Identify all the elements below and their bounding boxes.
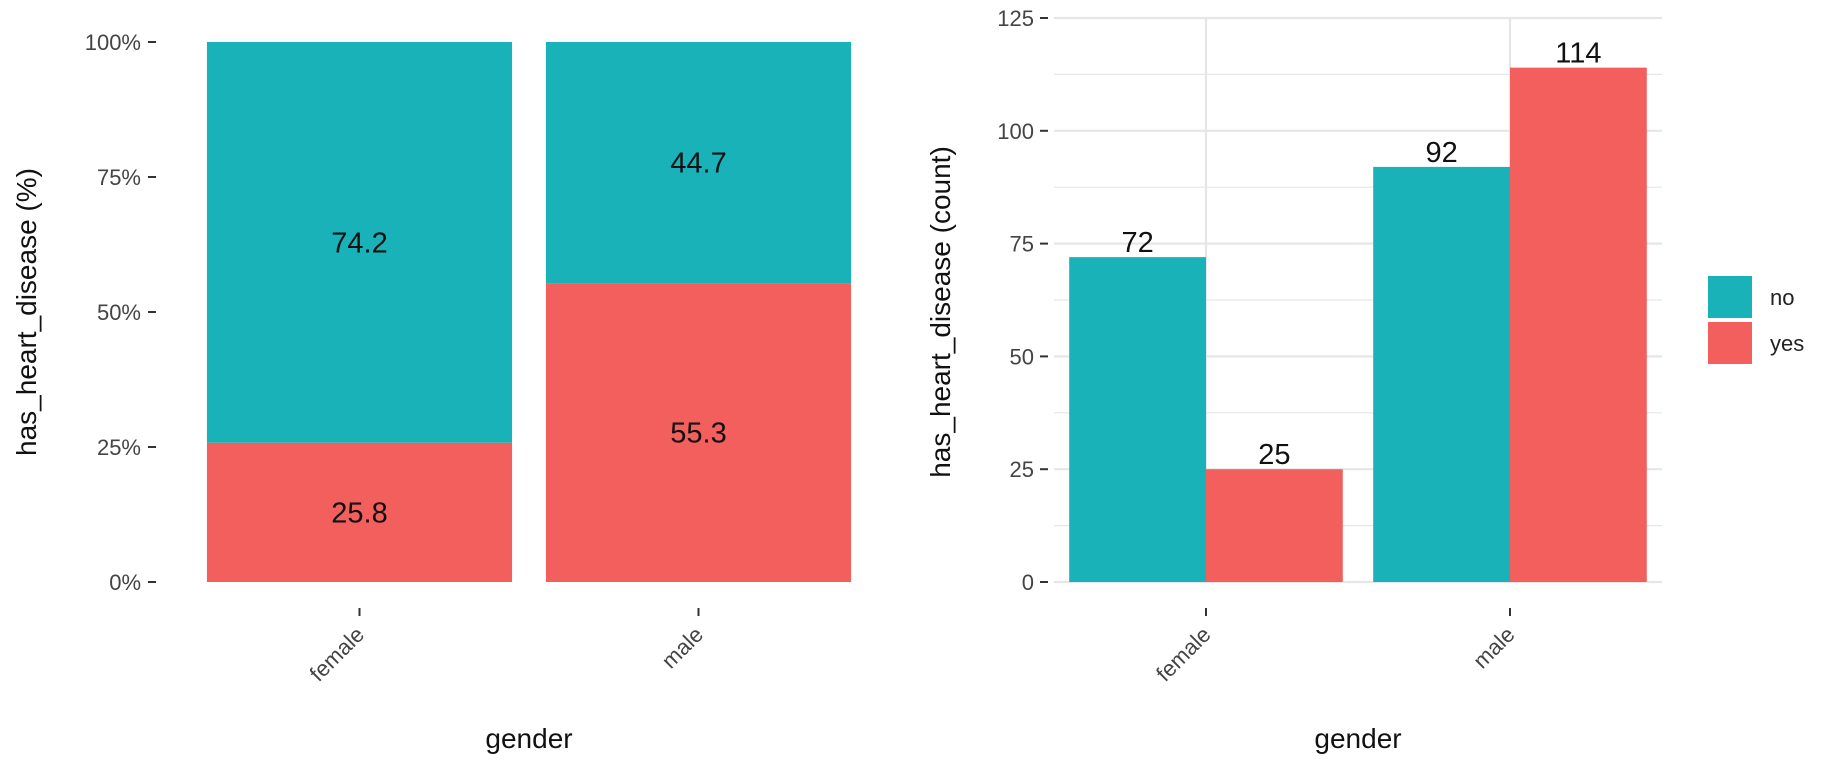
y-tick-label: 50 [1010,344,1034,369]
data-label-no: 44.7 [670,148,726,180]
legend: no yes [1708,276,1804,364]
y-tick-label: 100 [997,119,1034,144]
bar-segment-yes [545,283,852,582]
data-label-yes: 114 [1555,38,1601,70]
percent-stacked-bar-chart: 0% 25% 50% 75% 100% 25.8 74.2 female 55.3 44.7 mal… [11,30,852,754]
bar-segment-no [545,42,852,284]
bar-segment-no [206,42,513,443]
bar-yes [1510,67,1647,582]
y-tick-label: 50% [97,300,141,325]
x-tick-label: female [305,622,369,686]
y-tick-label: 0 [1022,570,1034,595]
legend-swatch-yes [1708,322,1752,364]
legend-swatch-no [1708,276,1752,318]
x-axis-title: gender [1314,723,1401,754]
y-tick-label: 75% [97,165,141,190]
data-label-yes: 55.3 [670,418,726,450]
bar-yes [1206,469,1343,582]
bar-no [1373,166,1510,582]
count-grouped-bar-chart: 0 25 50 75 100 125 72 25 female 92 114 male gender ha… [925,6,1662,754]
y-tick-label: 100% [85,30,141,55]
data-label-no: 92 [1425,137,1457,169]
legend-label-yes: yes [1770,331,1804,356]
y-tick-label: 75 [1010,232,1034,257]
y-tick-label: 25% [97,435,141,460]
x-tick-label: male [657,622,708,673]
bar-no [1069,257,1206,582]
legend-label-no: no [1770,285,1794,310]
x-tick-label: female [1151,622,1215,686]
y-axis-title: has_heart_disease (count) [925,146,956,478]
x-tick-label: male [1468,622,1519,673]
y-tick-label: 125 [997,6,1034,31]
x-axis-title: gender [485,723,572,754]
data-label-no: 72 [1121,227,1153,259]
bar-segment-yes [206,442,513,582]
data-label-no: 74.2 [331,227,387,259]
y-tick-label: 0% [109,570,141,595]
y-axis-title: has_heart_disease (%) [11,168,42,456]
y-tick-label: 25 [1010,457,1034,482]
data-label-yes: 25 [1258,439,1290,471]
data-label-yes: 25.8 [331,497,387,529]
